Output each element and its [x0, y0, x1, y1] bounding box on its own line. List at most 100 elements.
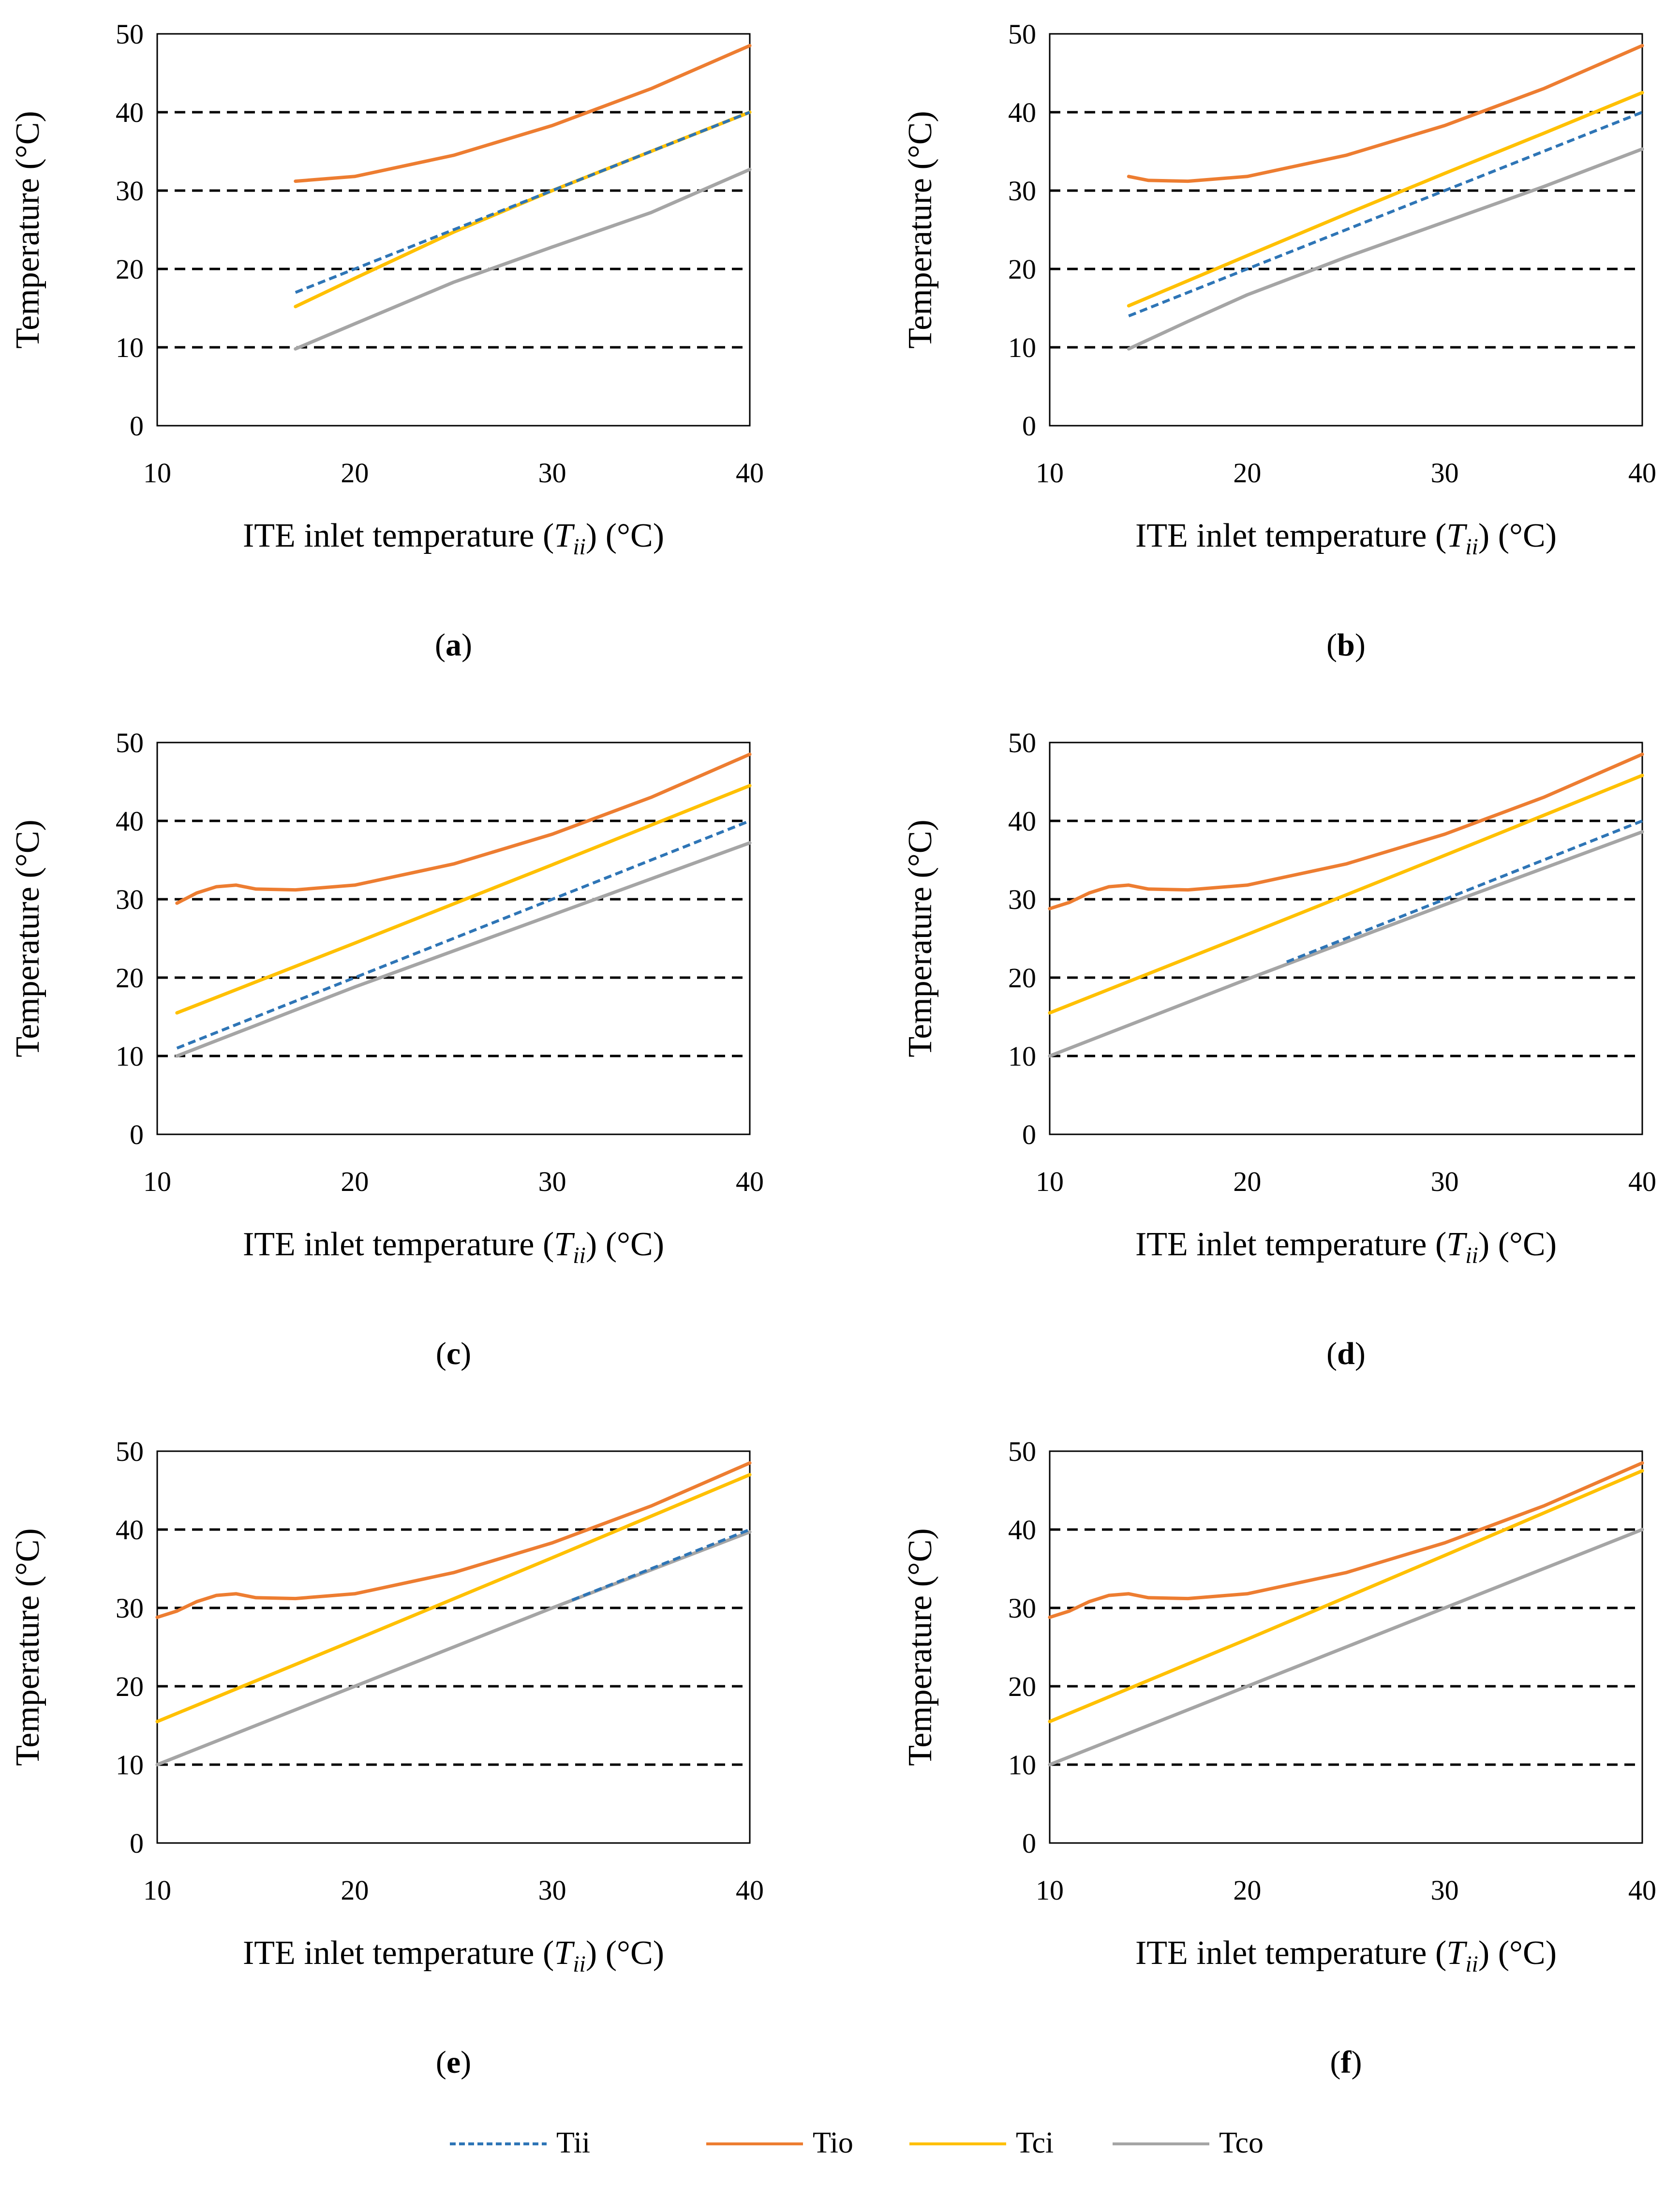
panel-label-letter: c: [446, 1336, 461, 1371]
series-line-tci: [1048, 773, 1644, 1015]
series-line-tco: [294, 167, 752, 351]
x-axis-label-text: ITE inlet temperature (: [1135, 517, 1446, 554]
series-line-tii: [571, 1528, 751, 1602]
series-line-tco: [1048, 1528, 1644, 1767]
x-axis-label: ITE inlet temperature (Tii) (°C): [1135, 1934, 1557, 1977]
plot-frame: [156, 1450, 751, 1844]
x-tick-label: 40: [1628, 1166, 1656, 1197]
x-axis-label-text: ) (°C): [1478, 1934, 1557, 1972]
y-tick-label: 20: [116, 253, 144, 285]
y-tick-label: 40: [1008, 1514, 1036, 1546]
legend-label-tii: Tii: [556, 2126, 590, 2159]
series-line-tio: [1048, 1461, 1644, 1619]
y-tick-label: 30: [1008, 175, 1036, 207]
panel-label: (a): [435, 627, 472, 663]
series-line-tci: [155, 1473, 752, 1724]
x-axis-label-text: ) (°C): [586, 1226, 664, 1263]
x-axis-label: ITE inlet temperature (Tii) (°C): [1135, 1226, 1557, 1268]
y-tick-label: 40: [116, 97, 144, 128]
x-tick-label: 20: [341, 1166, 369, 1197]
y-tick-label: 50: [116, 1436, 144, 1467]
y-tick-label: 0: [1022, 1828, 1036, 1859]
y-tick-label: 0: [130, 1119, 144, 1150]
panel-label-paren: (: [1330, 2045, 1341, 2080]
series-line-tio: [1048, 752, 1644, 910]
panel-label-paren: ): [1355, 627, 1366, 663]
plot-frame: [156, 33, 751, 427]
x-tick-label: 40: [736, 457, 764, 489]
x-tick-label: 30: [1431, 1166, 1459, 1197]
panel-label-paren: ): [461, 1336, 471, 1371]
panel-label: (d): [1326, 1336, 1366, 1371]
y-tick-label: 30: [116, 884, 144, 915]
x-tick-label: 30: [538, 1166, 566, 1197]
x-tick-label: 20: [1233, 1166, 1261, 1197]
x-tick-label: 30: [538, 457, 566, 489]
series-line-tio: [175, 752, 752, 905]
x-tick-label: 40: [736, 1166, 764, 1197]
series-line-tii: [176, 819, 751, 1050]
series-line-tco: [175, 841, 752, 1058]
panel-label-paren: (: [436, 2045, 446, 2080]
y-tick-label: 10: [1008, 332, 1036, 363]
x-axis-label-symbol: T: [1446, 517, 1468, 554]
y-tick-label: 40: [1008, 805, 1036, 837]
series-line-tco: [155, 1530, 752, 1767]
y-tick-label: 30: [1008, 1592, 1036, 1624]
x-axis-label-subscript: ii: [573, 1243, 586, 1268]
panel-label-paren: ): [1355, 1336, 1366, 1371]
y-tick-label: 50: [1008, 18, 1036, 50]
y-axis-label: Temperature (°C): [902, 1528, 939, 1766]
series-line-tco: [1048, 830, 1644, 1058]
x-axis-label-subscript: ii: [573, 534, 586, 560]
y-tick-label: 50: [1008, 1436, 1036, 1467]
panel-label-paren: ): [461, 627, 472, 663]
x-axis-label-text: ITE inlet temperature (: [243, 1934, 554, 1972]
series-line-tii: [295, 111, 751, 294]
x-tick-label: 40: [1628, 457, 1656, 489]
x-axis-label-symbol: T: [1446, 1226, 1468, 1263]
x-axis-label: ITE inlet temperature (Tii) (°C): [243, 1934, 664, 1977]
x-axis-label: ITE inlet temperature (Tii) (°C): [1135, 517, 1557, 560]
y-tick-label: 0: [130, 410, 144, 442]
x-axis-label: ITE inlet temperature (Tii) (°C): [243, 517, 664, 560]
y-tick-label: 10: [116, 1749, 144, 1781]
panel-label-letter: a: [446, 627, 461, 663]
panel-label: (f): [1330, 2045, 1362, 2080]
x-tick-label: 10: [143, 1166, 171, 1197]
y-tick-label: 10: [116, 332, 144, 363]
panel-label-paren: (: [1326, 627, 1337, 663]
y-tick-label: 20: [116, 962, 144, 994]
series-line-tii: [1128, 111, 1643, 317]
y-tick-label: 40: [116, 805, 144, 837]
plot-frame: [1049, 742, 1643, 1135]
x-axis-label-subscript: ii: [1465, 534, 1478, 560]
x-axis-label-symbol: T: [554, 1226, 575, 1263]
y-axis-label: Temperature (°C): [902, 819, 939, 1057]
x-axis-label-text: ITE inlet temperature (: [1135, 1934, 1446, 1972]
x-axis-label-symbol: T: [1446, 1934, 1468, 1972]
plot-frame: [1049, 33, 1643, 427]
x-tick-label: 20: [341, 457, 369, 489]
legend-label-tco: Tco: [1219, 2126, 1264, 2159]
y-axis-label: Temperature (°C): [9, 1528, 46, 1766]
y-tick-label: 50: [1008, 727, 1036, 758]
y-tick-label: 30: [116, 1592, 144, 1624]
y-tick-label: 50: [116, 727, 144, 758]
panel-label-paren: ): [1351, 2045, 1362, 2080]
y-tick-label: 0: [1022, 410, 1036, 442]
y-axis-label: Temperature (°C): [9, 819, 46, 1057]
x-axis-label-text: ITE inlet temperature (: [243, 1226, 554, 1263]
plot-frame: [156, 742, 751, 1135]
x-tick-label: 10: [1036, 1166, 1064, 1197]
x-tick-label: 40: [736, 1874, 764, 1906]
y-tick-label: 10: [1008, 1749, 1036, 1781]
y-tick-label: 30: [1008, 884, 1036, 915]
x-tick-label: 10: [143, 457, 171, 489]
x-axis-label-text: ) (°C): [586, 517, 664, 554]
panel-label: (b): [1326, 627, 1366, 663]
y-tick-label: 10: [116, 1040, 144, 1072]
